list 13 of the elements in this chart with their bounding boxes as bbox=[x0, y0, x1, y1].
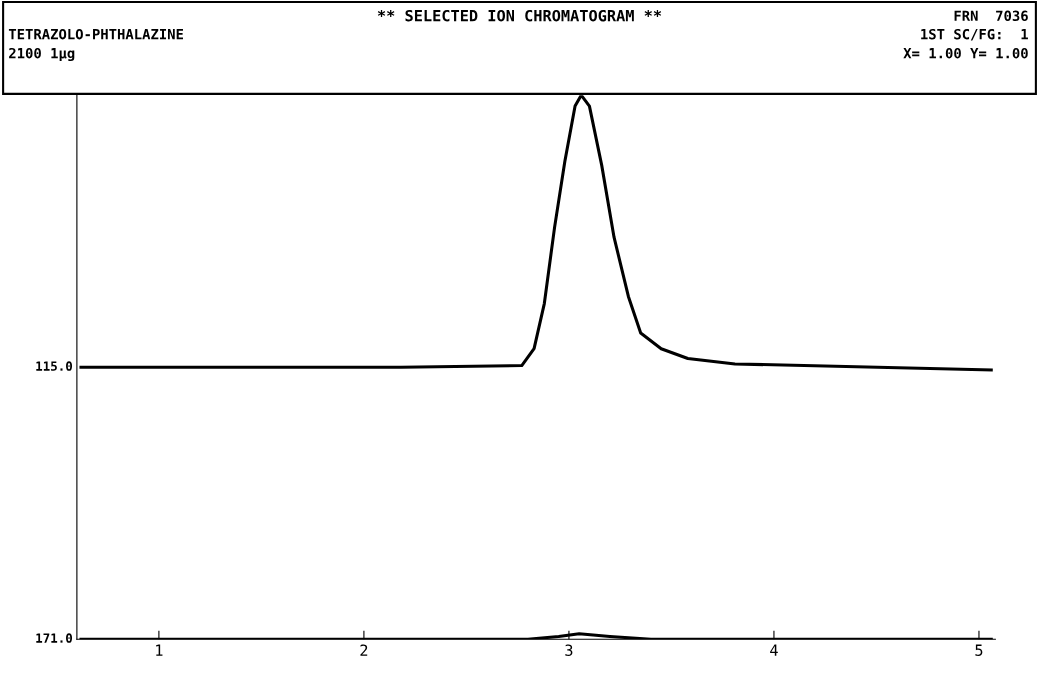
series-label: 115.0 bbox=[36, 361, 73, 371]
x-tick-label: 5 bbox=[975, 644, 983, 656]
text: X= 1.00 Y= 1.00 bbox=[903, 47, 1028, 59]
text: FRN 7036 bbox=[954, 10, 1028, 22]
text: 2100 1µg bbox=[9, 47, 75, 62]
x-tick-label: 1 bbox=[156, 644, 163, 656]
x-tick-label: 2 bbox=[360, 644, 368, 656]
x-tick-label: 3 bbox=[565, 644, 573, 656]
x-tick-label: 4 bbox=[770, 644, 778, 656]
text: TETRAZOLO-PHTHALAZINE bbox=[8, 28, 183, 40]
series-label: 171.0 bbox=[36, 633, 73, 643]
text: 1ST SC/FG: 1 bbox=[921, 28, 1028, 41]
chart-title: ** SELECTED ION CHROMATOGRAM ** bbox=[377, 9, 662, 22]
